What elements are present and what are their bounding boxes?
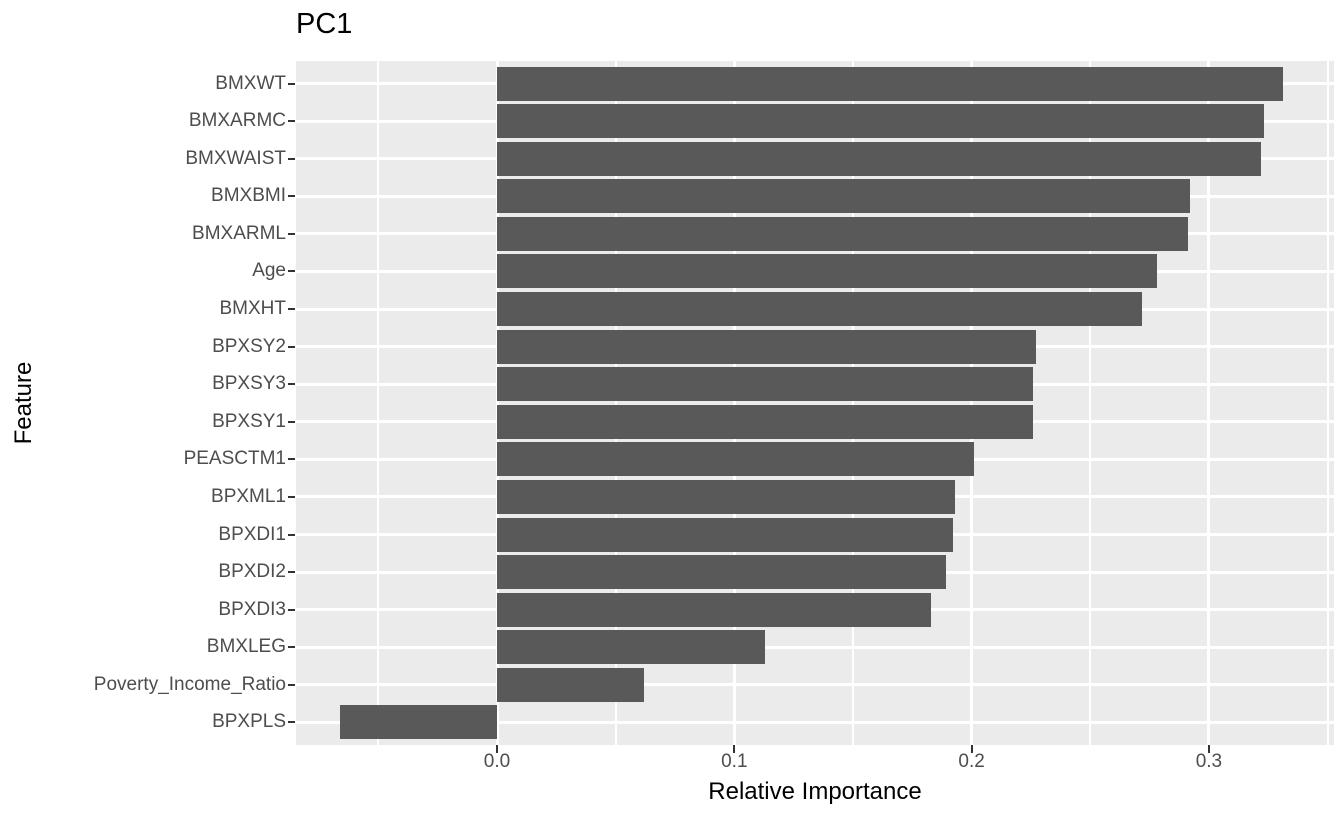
y-tick-mark <box>288 608 295 611</box>
bar-BPXML1 <box>497 479 955 514</box>
y-tick-label-BPXDI3: BPXDI3 <box>218 598 286 620</box>
x-axis-title: Relative Importance <box>708 778 922 805</box>
y-tick-mark <box>288 270 295 273</box>
h-gridline <box>296 645 1334 649</box>
bar-Poverty_Income_Ratio <box>497 667 645 702</box>
y-tick-mark <box>288 383 295 386</box>
y-tick-mark <box>288 345 295 348</box>
y-tick-label-PEASCTM1: PEASCTM1 <box>183 448 286 470</box>
bar-BMXARML <box>497 216 1188 251</box>
y-tick-mark <box>288 495 295 498</box>
y-tick-mark <box>288 195 295 198</box>
plot-panel <box>296 61 1334 745</box>
y-tick-label-BMXWT: BMXWT <box>215 72 286 94</box>
y-tick-label-BMXBMI: BMXBMI <box>211 185 286 207</box>
x-tick-label-0.2: 0.2 <box>958 751 985 772</box>
y-tick-mark <box>288 420 295 423</box>
bar-BPXSY2 <box>497 329 1036 364</box>
y-tick-label-BMXARMC: BMXARMC <box>188 110 286 132</box>
y-axis-tick-labels: BMXWT BMXARMC BMXWAIST BMXBMI BMXARML Age BMXH… <box>0 61 286 745</box>
x-tick-mark <box>970 745 973 753</box>
bar-BMXBMI <box>497 179 1190 214</box>
y-tick-label-BMXARML: BMXARML <box>192 222 286 244</box>
bar-BPXDI2 <box>497 555 946 590</box>
y-tick-mark <box>288 458 295 461</box>
bar-BPXSY3 <box>497 367 1034 402</box>
x-tick-label-0.1: 0.1 <box>721 751 748 772</box>
y-tick-label-BPXDI2: BPXDI2 <box>218 561 286 583</box>
v-major-gridline <box>732 61 736 745</box>
y-tick-label-BPXDI1: BPXDI1 <box>218 523 286 545</box>
y-tick-label-BPXSY1: BPXSY1 <box>212 410 286 432</box>
y-tick-label-BMXWAIST: BMXWAIST <box>185 147 286 169</box>
v-major-gridline <box>1207 61 1211 745</box>
x-tick-label-0.3: 0.3 <box>1195 751 1223 772</box>
y-tick-label-BPXSY2: BPXSY2 <box>212 335 286 357</box>
bar-BPXDI1 <box>497 517 953 552</box>
bar-BPXSY1 <box>497 404 1034 439</box>
v-minor-gridline <box>377 61 380 745</box>
bar-BMXHT <box>497 292 1143 327</box>
y-tick-mark <box>288 721 295 724</box>
x-tick-mark <box>1207 745 1210 753</box>
y-tick-mark <box>288 82 295 85</box>
y-tick-mark <box>288 683 295 686</box>
x-tick-mark <box>733 745 736 753</box>
bar-BMXARMC <box>497 104 1264 139</box>
bar-BPXDI3 <box>497 592 932 627</box>
y-tick-mark <box>288 571 295 574</box>
y-tick-label-Age: Age <box>252 260 286 282</box>
bar-PEASCTM1 <box>497 442 974 477</box>
x-tick-label-0.0: 0.0 <box>483 751 511 772</box>
y-tick-label-BMXLEG: BMXLEG <box>206 636 286 658</box>
y-tick-label-BMXHT: BMXHT <box>219 298 287 320</box>
y-tick-mark <box>288 308 295 311</box>
bar-BPXPLS <box>340 705 497 740</box>
bar-BMXWT <box>497 66 1283 101</box>
y-tick-label-BPXPLS: BPXPLS <box>212 711 286 733</box>
y-tick-mark <box>288 533 295 536</box>
v-minor-gridline <box>851 61 854 745</box>
plot-title: PC1 <box>296 8 353 40</box>
y-tick-mark <box>288 232 295 235</box>
v-minor-gridline <box>1326 61 1329 745</box>
y-tick-mark <box>288 646 295 649</box>
h-gridline <box>296 683 1334 687</box>
y-tick-label-Poverty_Income_Ratio: Poverty_Income_Ratio <box>93 673 286 695</box>
bar-BMXWAIST <box>497 141 1262 176</box>
y-tick-label-BPXML1: BPXML1 <box>211 485 286 507</box>
v-major-gridline <box>495 61 499 745</box>
x-tick-mark <box>496 745 498 753</box>
y-tick-mark <box>288 120 295 123</box>
bar-BMXLEG <box>497 630 766 665</box>
y-tick-mark <box>288 157 295 160</box>
h-gridline <box>296 720 1334 724</box>
v-minor-gridline <box>614 61 617 745</box>
bar-Age <box>497 254 1157 289</box>
y-tick-label-BPXSY3: BPXSY3 <box>212 373 286 395</box>
v-major-gridline <box>970 61 974 745</box>
v-minor-gridline <box>1089 61 1092 745</box>
